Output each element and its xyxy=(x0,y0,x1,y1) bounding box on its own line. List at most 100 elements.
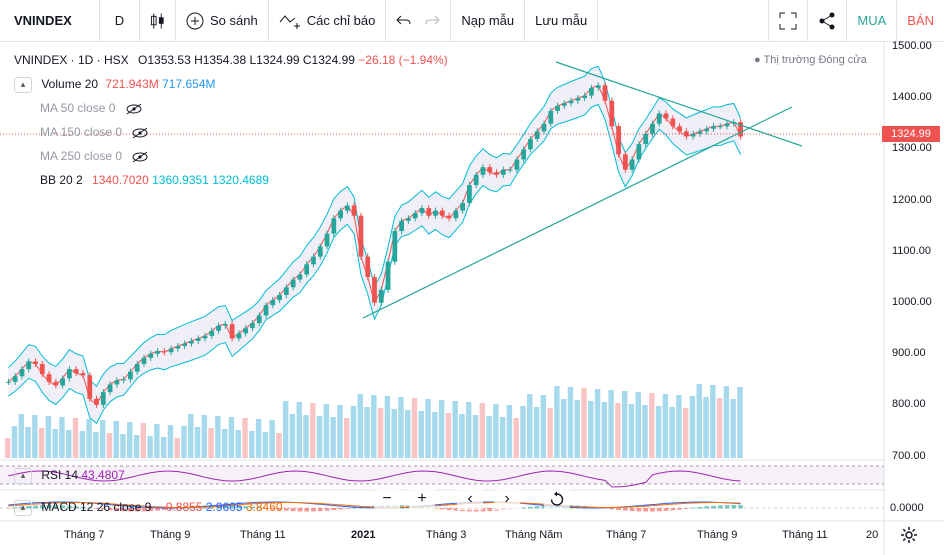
candle-body xyxy=(304,264,310,275)
candle-body xyxy=(189,340,194,344)
chart-type-button[interactable] xyxy=(140,0,176,42)
candle-body xyxy=(426,208,432,216)
hidden-eye-icon[interactable] xyxy=(125,103,143,115)
volume-bar xyxy=(520,406,526,458)
volume-bar xyxy=(547,408,553,458)
volume-bar xyxy=(343,418,350,458)
top-toolbar: VNINDEX D So sánh Các chỉ báo Nạp mẫu Lư… xyxy=(0,0,944,42)
share-button[interactable] xyxy=(808,0,848,42)
collapse-chevron-icon[interactable]: ▴ xyxy=(14,468,32,484)
macd-histogram-bar xyxy=(168,508,174,510)
zoom-in-button[interactable]: + xyxy=(409,488,435,510)
interval-selector[interactable]: D xyxy=(100,0,140,42)
load-template-button[interactable]: Nạp mẫu xyxy=(451,0,526,42)
candle-body xyxy=(60,378,66,386)
candle-body xyxy=(195,338,201,341)
volume-bar xyxy=(635,392,641,458)
time-tick-label: 2021 xyxy=(351,529,376,541)
save-template-button[interactable]: Lưu mẫu xyxy=(525,0,599,42)
scroll-right-button[interactable]: › xyxy=(494,488,520,510)
macd-histogram-bar xyxy=(277,508,282,511)
candles-icon xyxy=(150,13,164,28)
fullscreen-button[interactable] xyxy=(768,0,809,42)
volume-bar xyxy=(506,405,513,458)
price-tick-label: 900.00 xyxy=(892,347,926,360)
volume-bar xyxy=(472,415,479,458)
volume-bar xyxy=(255,419,262,458)
rsi-line xyxy=(8,470,741,488)
volume-bar xyxy=(52,429,58,458)
candle-body xyxy=(33,361,38,364)
price-chart[interactable] xyxy=(0,42,944,555)
volume-bar xyxy=(249,431,255,458)
candle-body xyxy=(372,277,377,303)
macd-histogram-bar xyxy=(487,508,493,512)
sell-button[interactable]: BÁN xyxy=(907,13,934,28)
collapse-chevron-icon[interactable]: ▴ xyxy=(14,500,32,516)
candle-body xyxy=(107,384,113,393)
macd-histogram-bar xyxy=(12,507,18,509)
volume-bar xyxy=(296,402,302,458)
hidden-eye-icon[interactable] xyxy=(131,127,149,139)
macd-histogram-bar xyxy=(345,508,350,509)
candle-body xyxy=(446,215,452,219)
volume-bar xyxy=(303,415,309,458)
compare-button[interactable]: So sánh xyxy=(176,0,269,42)
volume-bar xyxy=(479,403,486,458)
undo-icon[interactable] xyxy=(396,14,412,28)
volume-bar xyxy=(418,411,424,458)
candle-body xyxy=(100,392,106,405)
volume-bar xyxy=(730,399,736,458)
volume-bar xyxy=(147,436,153,458)
reset-chart-button[interactable] xyxy=(544,488,570,510)
macd-histogram-bar xyxy=(80,506,86,509)
macd-histogram-bar xyxy=(704,506,710,509)
bb-upper-value: 1360.9351 xyxy=(152,173,209,187)
symbol-selector[interactable]: VNINDEX xyxy=(0,0,100,42)
candle-body xyxy=(283,287,289,295)
candle-body xyxy=(589,87,594,96)
volume-bar xyxy=(452,401,458,458)
volume-ma-value: 717.654M xyxy=(162,77,216,92)
candle-body xyxy=(724,123,730,127)
candle-body xyxy=(148,353,154,358)
candle-body xyxy=(704,128,710,132)
buy-button[interactable]: MUA xyxy=(847,0,898,42)
macd-histogram-bar xyxy=(100,508,106,510)
candle-body xyxy=(629,159,635,170)
candle-body xyxy=(595,85,601,88)
candle-body xyxy=(270,300,276,306)
candle-body xyxy=(26,361,32,370)
volume-bar xyxy=(221,429,228,458)
candle-body xyxy=(392,231,398,262)
volume-bar xyxy=(533,407,540,458)
indicators-button[interactable]: Các chỉ báo xyxy=(269,0,387,42)
indicators-label: Các chỉ báo xyxy=(306,13,376,28)
price-tick-label: 1400.00 xyxy=(892,91,932,104)
candle-body xyxy=(46,374,52,382)
scroll-left-button[interactable]: ‹ xyxy=(457,488,483,510)
hidden-eye-icon[interactable] xyxy=(131,151,149,163)
candle-body xyxy=(39,363,45,375)
candle-body xyxy=(690,133,696,137)
volume-bar xyxy=(215,416,221,458)
collapse-chevron-icon[interactable]: ▴ xyxy=(14,77,32,93)
macd-histogram-bar xyxy=(622,508,628,511)
undo-redo-group xyxy=(386,0,452,42)
zoom-out-button[interactable]: − xyxy=(374,488,400,510)
volume-bar xyxy=(689,396,696,458)
candle-body xyxy=(487,167,493,173)
settings-gear-icon[interactable] xyxy=(900,526,918,544)
macd-histogram-bar xyxy=(121,508,127,512)
volume-bar xyxy=(608,390,614,458)
macd-histogram-bar xyxy=(433,508,438,509)
candle-body xyxy=(663,113,669,119)
candle-body xyxy=(616,126,621,155)
macd-histogram-bar xyxy=(446,508,452,511)
volume-bar xyxy=(18,414,24,458)
volume-bar xyxy=(120,434,126,458)
volume-label: Volume 20 xyxy=(41,77,99,92)
macd-histogram-bar xyxy=(317,508,323,512)
time-tick-label: 20 xyxy=(866,529,879,541)
redo-icon[interactable] xyxy=(424,14,441,28)
